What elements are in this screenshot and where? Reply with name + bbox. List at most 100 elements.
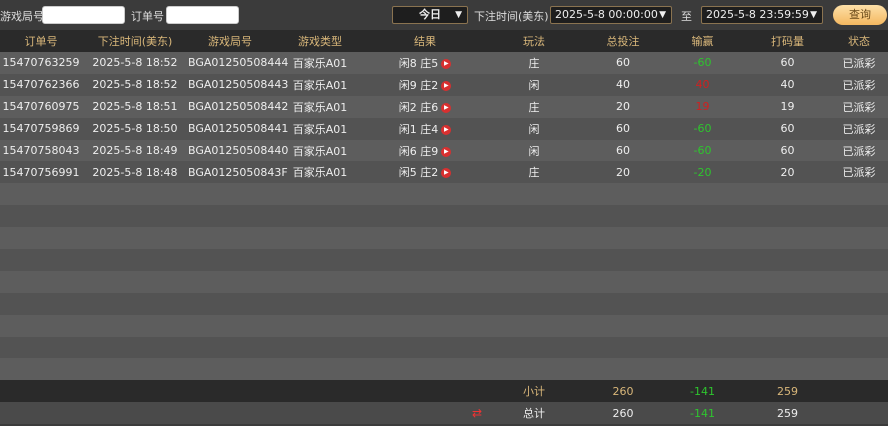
cell-time: 2025-5-8 18:52 — [82, 73, 188, 96]
column-header: 订单号 — [0, 30, 82, 52]
empty-row — [0, 249, 888, 271]
result-value: 闲8 庄5 — [398, 56, 439, 70]
cell-time — [82, 205, 188, 228]
cell-result — [368, 314, 482, 337]
cell-bet — [586, 205, 660, 228]
cell-result: 闲9 庄2 ▶ — [368, 73, 482, 96]
bet-records-table: 订单号 下注时间(美东) 游戏局号 游戏类型 结果 玩法 总投注 输赢 打码量 状态 154707… — [0, 30, 888, 425]
turnover-value: 60 — [780, 56, 795, 70]
cell-round — [188, 249, 272, 271]
cell-result — [368, 205, 482, 228]
cell-status: 已派彩 — [830, 95, 888, 118]
play-replay-icon[interactable]: ▶ — [441, 58, 452, 69]
time-value: 2025-5-8 18:48 — [92, 165, 178, 179]
cell-order — [0, 249, 82, 271]
range-select[interactable]: 今日 ▼ — [392, 6, 468, 24]
cell-result — [368, 292, 482, 315]
cell-round: BGA01250508444 — [188, 52, 288, 74]
empty-row — [0, 205, 888, 228]
cell-status — [830, 249, 888, 271]
play-replay-icon[interactable]: ▶ — [441, 80, 452, 91]
play-replay-icon[interactable]: ▶ — [441, 168, 452, 179]
cell-order: 15470763259 — [0, 52, 82, 74]
subtotal-cell: -141 — [660, 380, 745, 403]
cell-bet: 40 — [586, 73, 660, 96]
table-row: 15470760975 2025-5-8 18:51 BGA01250508442 百… — [0, 95, 888, 118]
game-round-label: 游戏局号 — [0, 10, 44, 23]
cell-result — [368, 227, 482, 250]
total-label: 总计 — [523, 407, 545, 421]
cell-win — [660, 358, 745, 381]
result-value: 闲9 庄2 — [398, 78, 439, 92]
cell-round — [188, 227, 272, 250]
filter-bar: 游戏局号 订单号 今日 ▼ 下注时间(美东) 2025-5-8 00:00:00 ▼… — [0, 0, 888, 30]
result-value: 闲6 庄9 — [398, 144, 439, 158]
round-value: BGA01250508441 — [188, 122, 289, 136]
cell-order — [0, 227, 82, 250]
cell-win: 40 — [660, 73, 745, 96]
column-header: 总投注 — [586, 30, 660, 52]
play-replay-icon[interactable]: ▶ — [441, 146, 452, 157]
cell-win — [660, 205, 745, 228]
cell-status — [830, 358, 888, 381]
cell-time: 2025-5-8 18:48 — [82, 161, 188, 184]
type-value: 百家乐A01 — [292, 122, 348, 136]
cell-type — [272, 336, 368, 359]
play-value: 庄 — [528, 100, 540, 114]
play-value: 闲 — [528, 144, 540, 158]
cell-type — [272, 183, 368, 206]
cell-time: 2025-5-8 18:50 — [82, 117, 188, 140]
play-replay-icon[interactable]: ▶ — [441, 124, 452, 135]
cell-play: 庄 — [482, 52, 586, 74]
cell-play — [482, 314, 586, 337]
status-value: 已派彩 — [842, 78, 876, 92]
total-cell: 总计 — [482, 402, 586, 425]
cell-play — [482, 183, 586, 206]
bet-value: 20 — [616, 165, 630, 179]
cell-time: 2025-5-8 18:49 — [82, 139, 188, 162]
empty-row — [0, 270, 888, 293]
column-header: 游戏局号 — [188, 30, 272, 52]
end-time-select[interactable]: 2025-5-8 23:59:59 ▼ — [701, 6, 823, 24]
empty-row — [0, 183, 888, 206]
start-time-select[interactable]: 2025-5-8 00:00:00 ▼ — [550, 6, 672, 24]
cell-bet — [586, 249, 660, 271]
cell-status: 已派彩 — [830, 139, 888, 162]
bet-value: 40 — [616, 78, 630, 92]
cell-result: 闲5 庄2 ▶ — [368, 161, 482, 184]
cell-round — [188, 314, 272, 337]
cell-time: 2025-5-8 18:51 — [82, 95, 188, 118]
status-value: 已派彩 — [842, 144, 876, 158]
cell-turnover: 40 — [745, 73, 830, 96]
total-cell: -141 — [660, 402, 745, 425]
table-row: 15470758043 2025-5-8 18:49 BGA01250508440 百… — [0, 139, 888, 162]
order-value: 15470762366 — [2, 78, 80, 92]
cell-type: 百家乐A01 — [272, 52, 368, 74]
cell-time: 2025-5-8 18:52 — [82, 52, 188, 74]
total-cell — [272, 402, 368, 425]
swap-icon[interactable]: ⇄ — [471, 406, 482, 421]
cell-win: 19 — [660, 95, 745, 118]
cell-round — [188, 292, 272, 315]
play-value: 闲 — [528, 122, 540, 136]
cell-status — [830, 270, 888, 293]
cell-turnover — [745, 314, 830, 337]
column-header: 下注时间(美东) — [82, 30, 188, 52]
result-value: 闲2 庄6 — [398, 100, 439, 114]
column-header: 打码量 — [745, 30, 830, 52]
cell-status: 已派彩 — [830, 73, 888, 96]
play-replay-icon[interactable]: ▶ — [441, 102, 452, 113]
column-header: 游戏类型 — [272, 30, 368, 52]
cell-play — [482, 358, 586, 381]
query-button[interactable]: 查询 — [833, 5, 887, 25]
total-turnover: 259 — [777, 406, 798, 420]
cell-turnover: 60 — [745, 139, 830, 162]
game-round-input[interactable] — [42, 6, 125, 24]
order-input[interactable] — [166, 6, 239, 24]
empty-row — [0, 358, 888, 381]
cell-time — [82, 227, 188, 250]
bet-value: 60 — [616, 122, 630, 136]
cell-time — [82, 358, 188, 381]
cell-result — [368, 249, 482, 271]
subtotal-bet: 260 — [612, 384, 634, 398]
